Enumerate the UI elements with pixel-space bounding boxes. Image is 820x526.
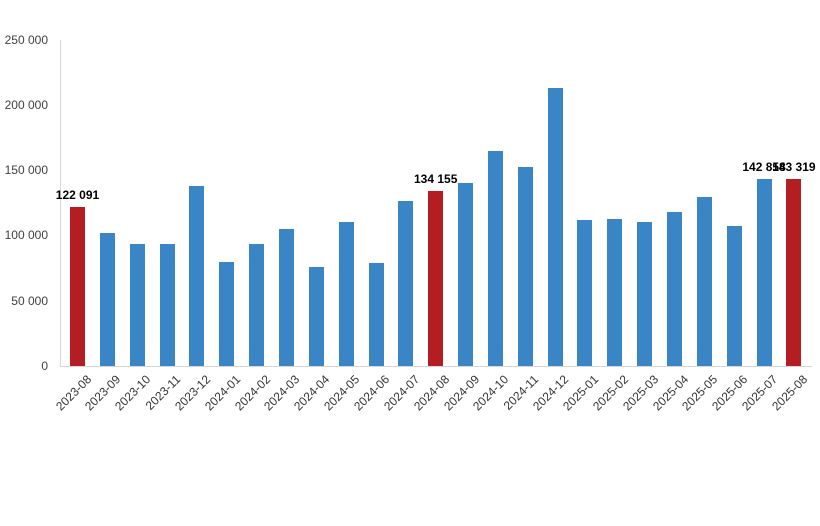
bar-2024-08	[428, 190, 444, 366]
bar-2024-04	[308, 267, 324, 366]
bar-2025-04	[667, 211, 682, 366]
y-axis-line	[60, 39, 61, 366]
bar-2025-07	[756, 179, 772, 366]
bar-2024-05	[338, 222, 354, 366]
bar-2024-06	[368, 262, 384, 366]
bar-2024-07	[398, 200, 414, 366]
y-tick-label-150000: 150 000	[4, 163, 48, 178]
y-tick-label-250000: 250 000	[4, 32, 48, 47]
bar-2025-08	[786, 178, 802, 366]
bar-2023-08	[70, 206, 85, 366]
bar-2024-12	[547, 88, 563, 366]
bar-value-label-2024-08: 134 155	[413, 171, 458, 186]
bar-2024-02	[249, 243, 265, 366]
bar-value-label-2023-08: 122 091	[55, 187, 100, 202]
bar-2024-10	[487, 150, 503, 366]
bar-2024-11	[517, 167, 533, 366]
bar-value-label-2025-08: 143 319	[772, 159, 816, 174]
bar-value-label-2025-07: 142 858	[742, 160, 786, 175]
bar-2025-03	[637, 222, 653, 366]
bar-2023-10	[129, 243, 145, 366]
bar-2023-11	[159, 243, 175, 366]
y-tick-label-100000: 100 000	[4, 228, 48, 243]
bar-2023-12	[189, 185, 205, 366]
bar-2024-09	[458, 182, 474, 366]
bar-2025-02	[607, 219, 623, 366]
bar-2025-05	[696, 196, 712, 366]
bar-2024-01	[219, 262, 235, 366]
bar-2025-01	[577, 219, 593, 366]
y-tick-label-200000: 200 000	[4, 97, 48, 112]
x-axis-line	[60, 366, 812, 367]
bar-2025-06	[726, 226, 742, 366]
bar-2024-03	[278, 228, 294, 366]
y-tick-label-50000: 50 000	[11, 293, 48, 308]
y-tick-label-0: 0	[41, 359, 48, 373]
bar-2023-09	[99, 232, 115, 366]
